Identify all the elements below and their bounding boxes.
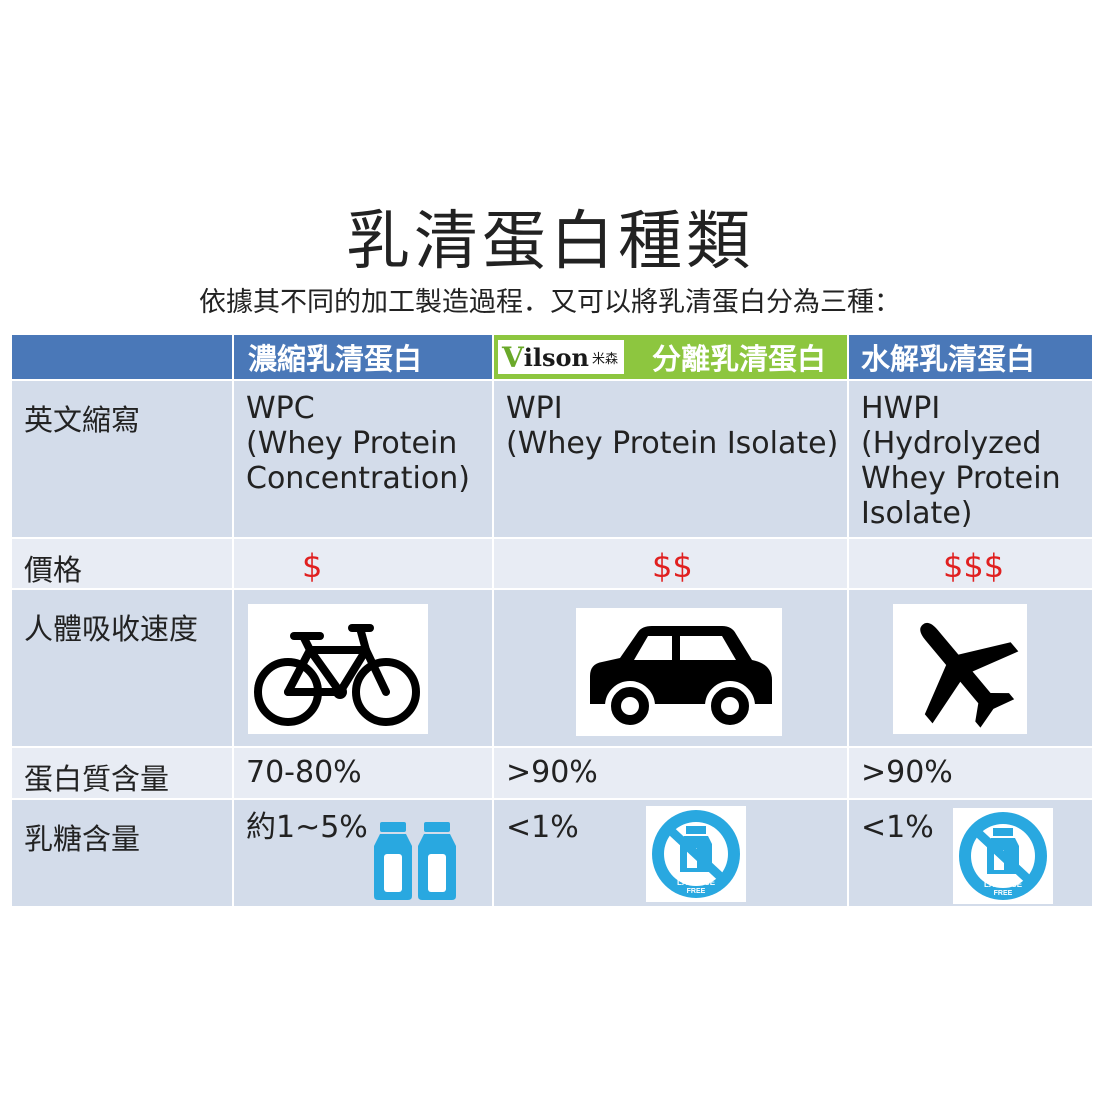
lactose-label: 乳糖含量 [12,800,232,906]
price-wpc: $ [302,547,323,585]
lactose-free-line2: FREE [994,890,1013,897]
protein-label: 蛋白質含量 [12,748,232,798]
price-hwpi-cell: $$$ [849,539,1092,588]
protein-hwpi: >90% [849,748,1092,798]
lactose-wpi-cell: <1% LACTOSE FREE [494,800,847,906]
lactose-wpi: <1% [506,810,579,845]
price-wpi-cell: $$ [494,539,847,588]
milk-bottles-icon [374,820,458,900]
airplane-icon [893,604,1027,734]
abbr-wpc: WPC (Whey Protein Concentration) [234,381,492,537]
protein-wpi: >90% [494,748,847,798]
abbr-hwpi: HWPI (Hydrolyzed Whey Protein Isolate) [849,381,1092,537]
car-icon [576,608,782,736]
header-corner [12,335,232,379]
speed-wpc-cell [234,590,492,746]
speed-label: 人體吸收速度 [12,590,232,746]
price-wpi: $$ [652,547,693,585]
protein-wpc: 70-80% [234,748,492,798]
header-wpc-label: 濃縮乳清蛋白 [248,342,423,376]
lactose-wpc-cell: 約1~5% [234,800,492,906]
lactose-hwpi-cell: <1% LACTOSE FREE [849,800,1092,906]
lactose-free-line2: FREE [687,888,706,895]
speed-hwpi-cell [849,590,1092,746]
page-title: 乳清蛋白種類 [346,205,754,279]
header-wpi-label: 分離乳清蛋白 [651,342,826,376]
price-label: 價格 [12,539,232,588]
header-wpc: 濃縮乳清蛋白 [234,335,492,379]
price-hwpi: $$$ [943,547,1005,585]
lactose-free-line1: LACTOSE [677,878,716,887]
abbr-label: 英文縮寫 [12,381,232,537]
price-wpc-cell: $ [234,539,492,588]
lactose-free-line1: LACTOSE [984,880,1023,889]
speed-wpi-cell [494,590,847,746]
header-hwpi-label: 水解乳清蛋白 [861,342,1036,376]
lactose-free-icon: LACTOSE FREE [646,806,746,902]
lactose-hwpi: <1% [861,810,934,845]
bicycle-icon [248,604,428,734]
abbr-wpi: WPI (Whey Protein Isolate) [494,381,847,537]
lactose-free-icon: LACTOSE FREE [953,808,1053,904]
page-subtitle: 依據其不同的加工製造過程．又可以將乳清蛋白分為三種： [199,287,901,318]
header-hwpi: 水解乳清蛋白 [849,335,1092,379]
lactose-wpc: 約1~5% [246,810,368,845]
